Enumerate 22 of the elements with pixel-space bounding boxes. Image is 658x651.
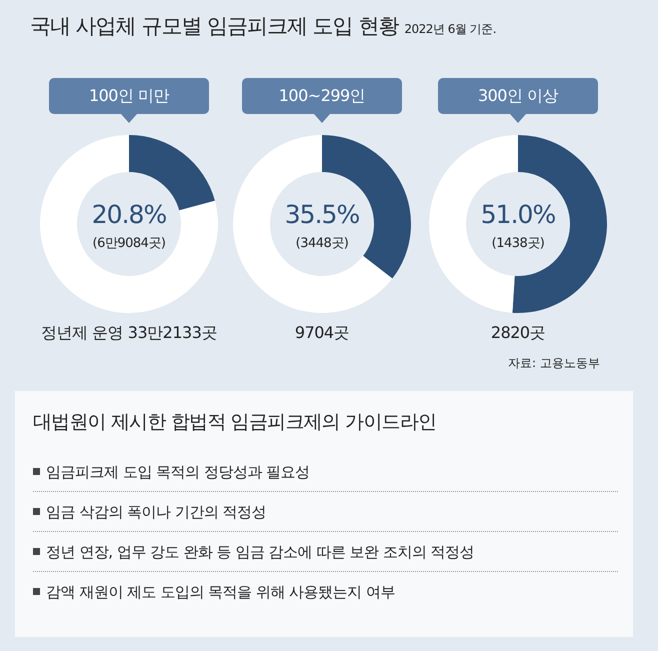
text: 300인 이상	[438, 78, 598, 114]
text: 자료: 고용노동부	[508, 355, 600, 372]
text: 9704곳	[294, 323, 350, 342]
text: 100~299인	[242, 78, 402, 114]
text: 국내 사업체 규모별 임금피크제 도입 현황	[30, 14, 398, 38]
text: 임금피크제 도입 목적의 정당성과 필요성	[46, 463, 310, 481]
donut-slice	[40, 135, 218, 313]
text: 정년제 운영 33만2133곳	[40, 323, 218, 344]
text: 100인 미만	[49, 78, 209, 114]
text: 35.5%	[284, 200, 360, 229]
text: 2022년 6월 기준.	[404, 22, 496, 36]
text: (1438곳)	[490, 235, 546, 252]
text: 감액 재원이 제도 도입의 목적을 위해 사용됐는지 여부	[46, 583, 395, 601]
text: 대법원이 제시한 합법적 임금피크제의 가이드라인	[33, 410, 436, 435]
text: 20.8%	[90, 200, 168, 229]
donut-slice	[233, 135, 392, 313]
text: 2820곳	[490, 323, 546, 344]
text: 임금 삭감의 폭이나 기간의 적정성	[46, 503, 266, 521]
text: (6만9084곳)	[92, 235, 166, 252]
text: 51.0%	[480, 200, 556, 229]
text: (3448곳)	[294, 235, 350, 252]
text: 정년 연장, 업무 강도 완화 등 임금 감소에 따른 보완 조치의 적정성	[46, 543, 474, 561]
